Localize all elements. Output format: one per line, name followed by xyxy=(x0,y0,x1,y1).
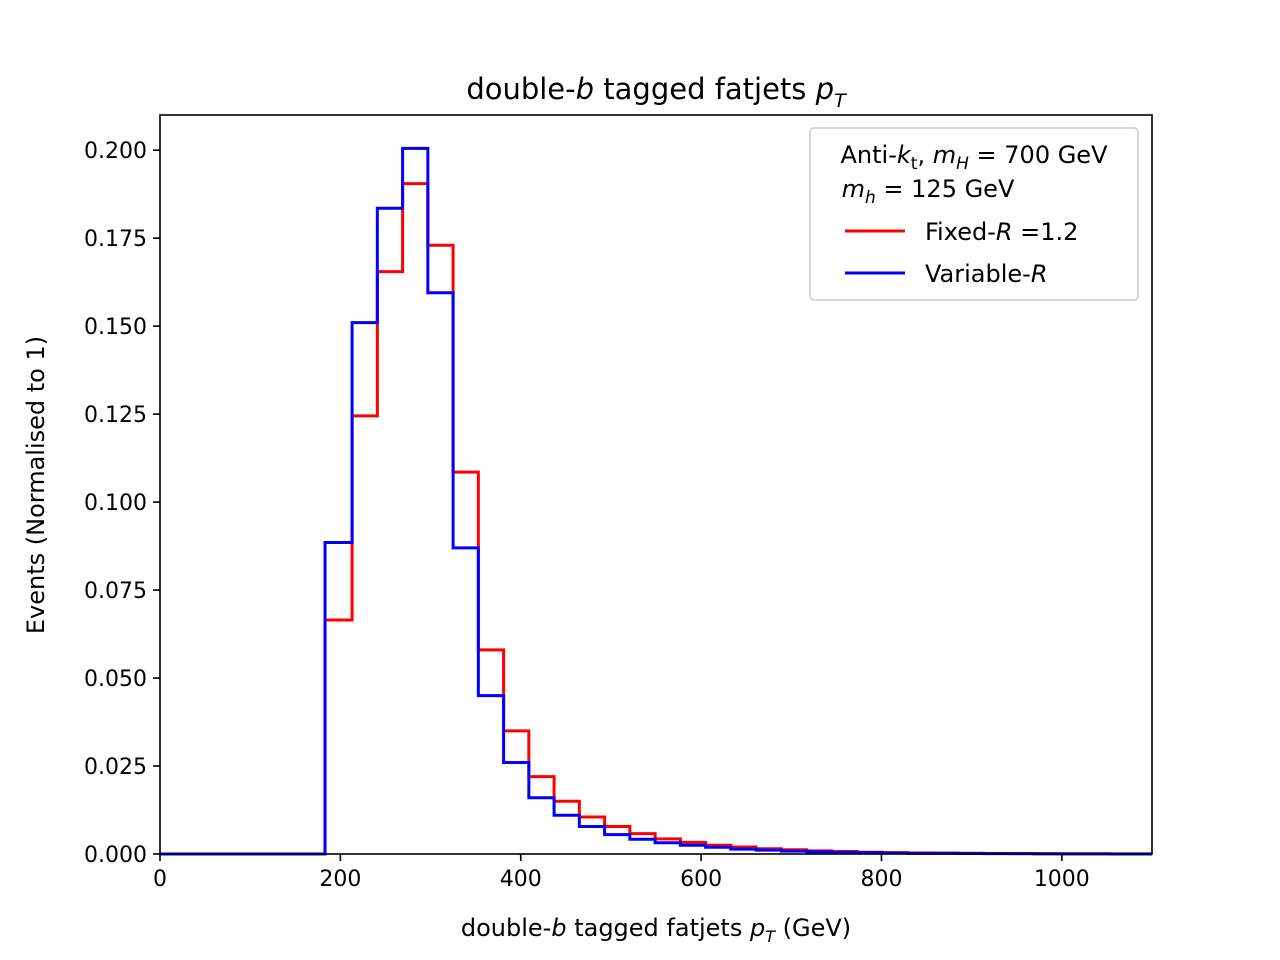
chart-title-italic-b: b xyxy=(576,72,594,106)
plot-frame xyxy=(159,114,1153,855)
x-tick-label: 800 xyxy=(860,867,902,892)
chart-title-var: p xyxy=(815,72,834,106)
x-axis-label-var: p xyxy=(749,914,765,942)
y-tick-label: 0.050 xyxy=(84,667,147,692)
chart-title-sub: T xyxy=(834,90,847,112)
y-tick-label: 0.125 xyxy=(84,403,147,428)
x-tick-label: 0 xyxy=(153,867,167,892)
legend: Anti-kt, mH = 700 GeV mh = 125 GeV Fixed… xyxy=(809,127,1139,301)
chart-title-middle: tagged fatjets xyxy=(594,72,816,106)
x-axis-label: double-b tagged fatjets pT (GeV) xyxy=(461,914,851,946)
y-tick-label: 0.175 xyxy=(84,227,147,252)
y-tick-label: 0.000 xyxy=(84,843,147,868)
y-axis-ticks: 0.000 0.025 0.050 0.075 0.100 0.125 0.150 0.175… xyxy=(84,139,160,868)
chart-title-prefix: double- xyxy=(466,72,575,106)
chart-title: double-b tagged fatjets pT xyxy=(466,72,847,112)
legend-header-line1: Anti-kt, mH = 700 GeV xyxy=(841,141,1109,174)
legend-entry-fixed-r: Fixed-R =1.2 xyxy=(925,218,1078,246)
x-axis-label-prefix: double- xyxy=(461,914,551,942)
legend-entry-variable-r: Variable-R xyxy=(925,260,1048,288)
legend-header-line2: mh = 125 GeV xyxy=(842,175,1015,208)
legend-box xyxy=(809,127,1139,301)
x-axis-label-sub: T xyxy=(765,927,776,946)
x-tick-label: 200 xyxy=(319,867,361,892)
x-axis-label-italic-b: b xyxy=(551,914,566,942)
y-tick-label: 0.100 xyxy=(84,491,147,516)
y-tick-label: 0.025 xyxy=(84,755,147,780)
x-axis-label-suffix: (GeV) xyxy=(775,914,851,942)
x-axis-label-middle: tagged fatjets xyxy=(567,914,750,942)
x-tick-label: 400 xyxy=(500,867,542,892)
x-tick-label: 600 xyxy=(680,867,722,892)
y-axis-label: Events (Normalised to 1) xyxy=(22,336,50,634)
x-tick-label: 1000 xyxy=(1034,867,1090,892)
x-axis-ticks: 0 200 400 600 800 1000 xyxy=(153,854,1090,892)
y-tick-label: 0.150 xyxy=(84,315,147,340)
y-tick-label: 0.075 xyxy=(84,579,147,604)
y-tick-label: 0.200 xyxy=(84,139,147,164)
